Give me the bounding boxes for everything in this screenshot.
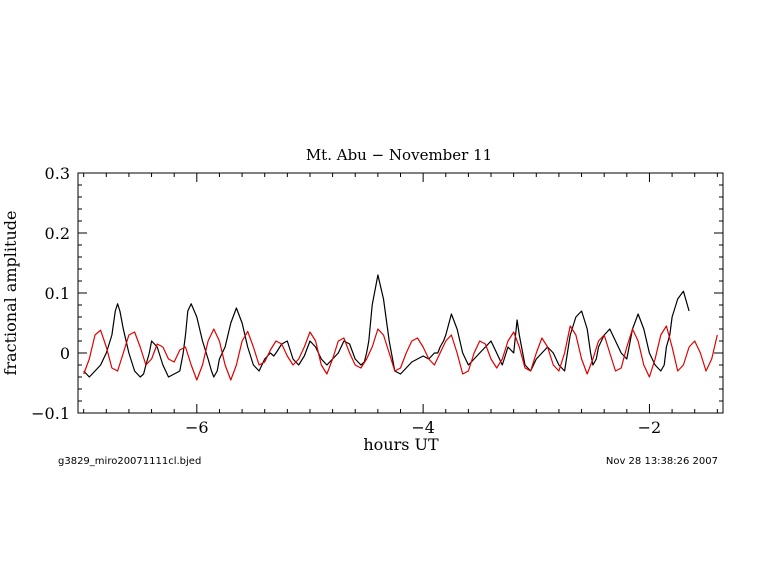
y-tick-label: 0.1 bbox=[45, 284, 70, 303]
x-tick-label: −6 bbox=[185, 418, 209, 437]
chart-title: Mt. Abu − November 11 bbox=[306, 146, 492, 164]
series-group bbox=[83, 274, 718, 381]
y-tick-label: 0.2 bbox=[45, 224, 70, 243]
x-tick-label: −4 bbox=[411, 418, 435, 437]
y-axis-label: fractional amplitude bbox=[1, 211, 20, 376]
footer-filename: g3829_miro20071111cl.bjed bbox=[58, 456, 202, 467]
axis-ticks: −0.1 0 0.1 0.2 0.3 −6 −4 −2 bbox=[31, 164, 723, 437]
x-tick-label: −2 bbox=[638, 418, 662, 437]
series-line-2 bbox=[83, 325, 718, 381]
y-tick-label: −0.1 bbox=[31, 404, 70, 423]
footer-timestamp: Nov 28 13:38:26 2007 bbox=[605, 456, 718, 467]
y-tick-label: 0.3 bbox=[45, 164, 70, 183]
x-axis-label: hours UT bbox=[363, 435, 439, 454]
y-tick-label: 0 bbox=[60, 344, 70, 363]
plot-frame bbox=[77, 172, 724, 414]
series-line-1 bbox=[83, 274, 690, 378]
